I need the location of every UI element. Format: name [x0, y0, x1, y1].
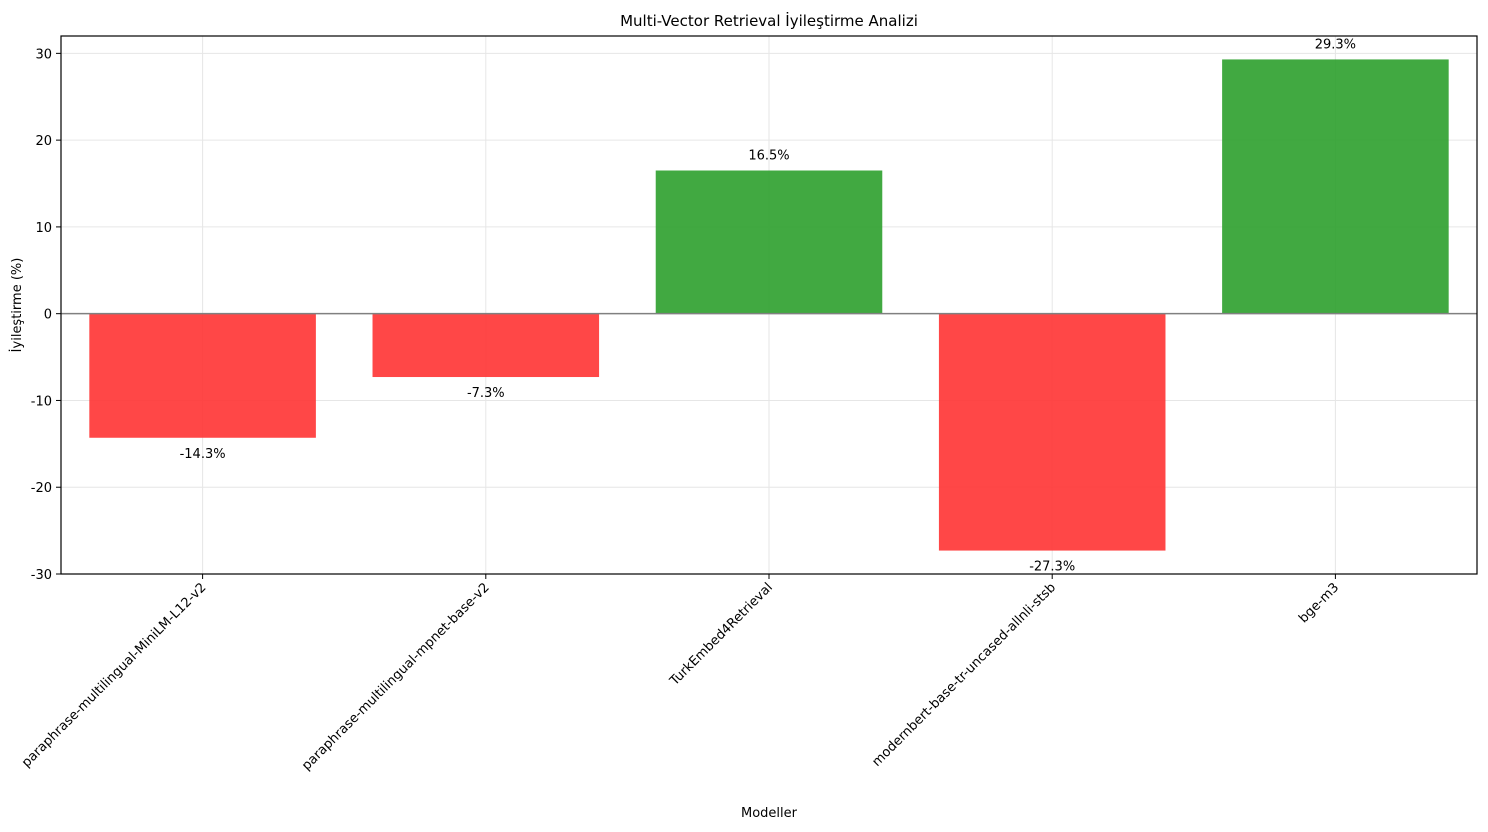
x-tick-label: paraphrase-multilingual-mpnet-base-v2	[299, 580, 492, 773]
x-axis: paraphrase-multilingual-MiniLM-L12-v2 par…	[19, 574, 1342, 774]
y-tick-label: 30	[35, 47, 52, 62]
y-tick-label: 0	[44, 308, 52, 323]
x-tick-label: modernbert-base-tr-uncased-allnli-stsb	[869, 580, 1059, 770]
y-axis: -30 -20 -10 0 10 20 30	[31, 47, 61, 583]
data-label: -7.3%	[467, 386, 505, 401]
bars-layer	[89, 59, 1449, 551]
bar	[938, 313, 1166, 551]
data-label: 29.3%	[1315, 37, 1356, 52]
y-tick-label: 10	[35, 221, 52, 236]
x-tick-label: paraphrase-multilingual-MiniLM-L12-v2	[19, 580, 209, 770]
data-label: -14.3%	[180, 447, 226, 462]
chart-title: Multi-Vector Retrieval İyileştirme Anali…	[620, 11, 918, 30]
y-tick-label: 20	[35, 134, 52, 149]
bar	[372, 313, 600, 378]
y-tick-label: -20	[31, 481, 52, 496]
x-axis-label: Modeller	[741, 806, 798, 821]
data-label: -27.3%	[1029, 560, 1075, 575]
data-label: 16.5%	[748, 149, 789, 164]
y-tick-label: -10	[31, 394, 52, 409]
x-tick-label: bge-m3	[1296, 580, 1342, 626]
y-axis-label: İyileştirme (%)	[9, 258, 25, 353]
bar	[89, 313, 316, 438]
bar	[1222, 59, 1449, 314]
y-tick-label: -30	[31, 568, 52, 583]
bar	[655, 170, 883, 314]
data-labels-layer: -14.3% -7.3% 16.5% -27.3% 29.3%	[180, 37, 1356, 574]
x-tick-label: TurkEmbed4Retrieval	[667, 580, 776, 689]
